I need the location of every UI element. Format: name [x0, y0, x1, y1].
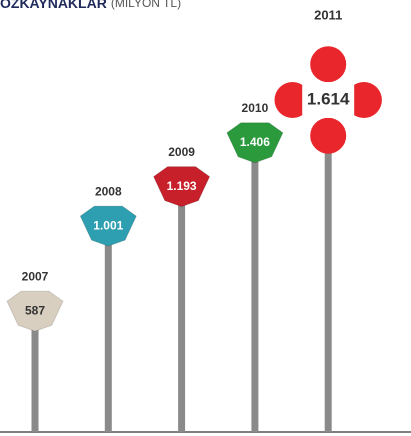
value-label: 1.193 [167, 179, 197, 193]
petal [310, 117, 347, 154]
year-label: 2008 [95, 184, 122, 198]
year-label: 2009 [168, 145, 195, 159]
value-label: 1.614 [307, 89, 350, 108]
stem [31, 311, 39, 432]
title: ÖZKAYNAKLAR [0, 0, 107, 11]
year-label: 2007 [22, 269, 49, 283]
gem [226, 122, 284, 164]
petal [274, 82, 311, 118]
flower-head [274, 46, 382, 154]
gem [152, 166, 211, 208]
value-label: 587 [25, 303, 45, 317]
stem [104, 226, 112, 432]
petal [345, 82, 382, 118]
gem [79, 205, 137, 247]
year-label: 2010 [242, 101, 269, 115]
stem [251, 142, 259, 432]
petal [310, 46, 347, 83]
stem [178, 186, 186, 432]
chart-title: ÖZKAYNAKLAR (MİLYON TL) [0, 0, 181, 11]
stem [324, 100, 332, 432]
value-label: 1.001 [93, 218, 123, 232]
value-label: 1.406 [240, 135, 270, 149]
gem [6, 290, 64, 332]
flower-center [302, 82, 355, 118]
unit: (MİLYON TL) [111, 0, 181, 10]
year-label: 2011 [314, 7, 342, 22]
